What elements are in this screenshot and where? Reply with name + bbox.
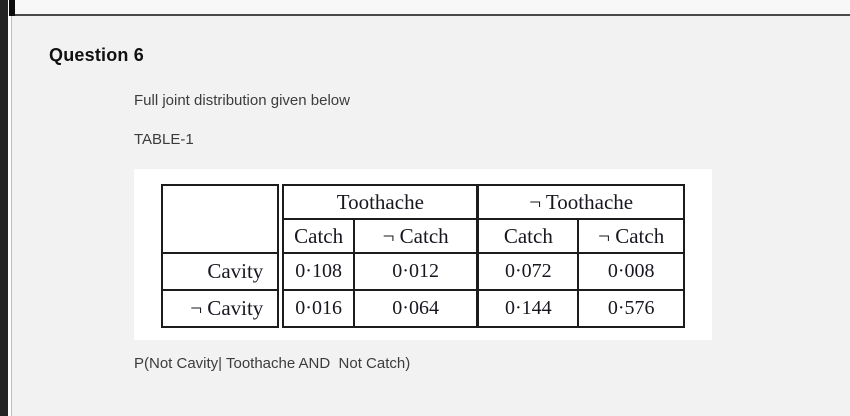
question-panel: Question 6 Full joint distribution given… (11, 16, 850, 416)
table-row-cavity: Cavity 0·108 0·012 0·072 0·008 (161, 252, 685, 291)
column-group-not-toothache: ¬ Toothache (476, 184, 686, 220)
cell-cavity-not-toothache-catch: 0·072 (476, 252, 580, 291)
cell-not-cavity-toothache-catch: 0·016 (279, 289, 355, 328)
cell-cavity-toothache-catch: 0·108 (279, 252, 355, 291)
table-row-not-cavity: ¬ Cavity 0·016 0·064 0·144 0·576 (161, 289, 685, 328)
left-edge-strip (0, 0, 8, 416)
table-corner-cell (161, 184, 285, 254)
column-header-catch-2: Catch (476, 218, 580, 254)
row-label-cavity: Cavity (161, 252, 285, 291)
probability-query-text: P(Not Cavity| Toothache AND Not Catch) (134, 355, 411, 372)
table-caption: TABLE-1 (134, 131, 194, 148)
cell-cavity-toothache-not-catch: 0·012 (352, 252, 480, 291)
cell-not-cavity-not-toothache-not-catch: 0·576 (577, 289, 685, 328)
left-gutter (8, 0, 11, 416)
column-header-not-catch-2: ¬ Catch (577, 218, 685, 254)
question-title: Question 6 (49, 45, 145, 65)
cell-cavity-not-toothache-not-catch: 0·008 (577, 252, 685, 291)
cell-not-cavity-toothache-not-catch: 0·064 (352, 289, 480, 328)
table-sub-header-row: Catch ¬ Catch Catch ¬ Catch (162, 218, 685, 254)
joint-distribution-table: Toothache ¬ Toothache Catch ¬ Catch Catc… (161, 184, 686, 328)
cell-not-cavity-not-toothache-catch: 0·144 (476, 289, 580, 328)
scrollbar-thumb[interactable] (9, 0, 15, 16)
column-group-toothache: Toothache (279, 184, 480, 220)
table-group-header-row: Toothache ¬ Toothache (161, 184, 686, 254)
column-header-not-catch-1: ¬ Catch (352, 218, 480, 254)
question-intro-text: Full joint distribution given below (134, 92, 350, 109)
joint-distribution-table-image: Toothache ¬ Toothache Catch ¬ Catch Catc… (134, 169, 712, 340)
row-label-not-cavity: ¬ Cavity (161, 289, 285, 328)
top-scrollbar-track (11, 0, 850, 16)
column-header-catch-1: Catch (279, 218, 355, 254)
